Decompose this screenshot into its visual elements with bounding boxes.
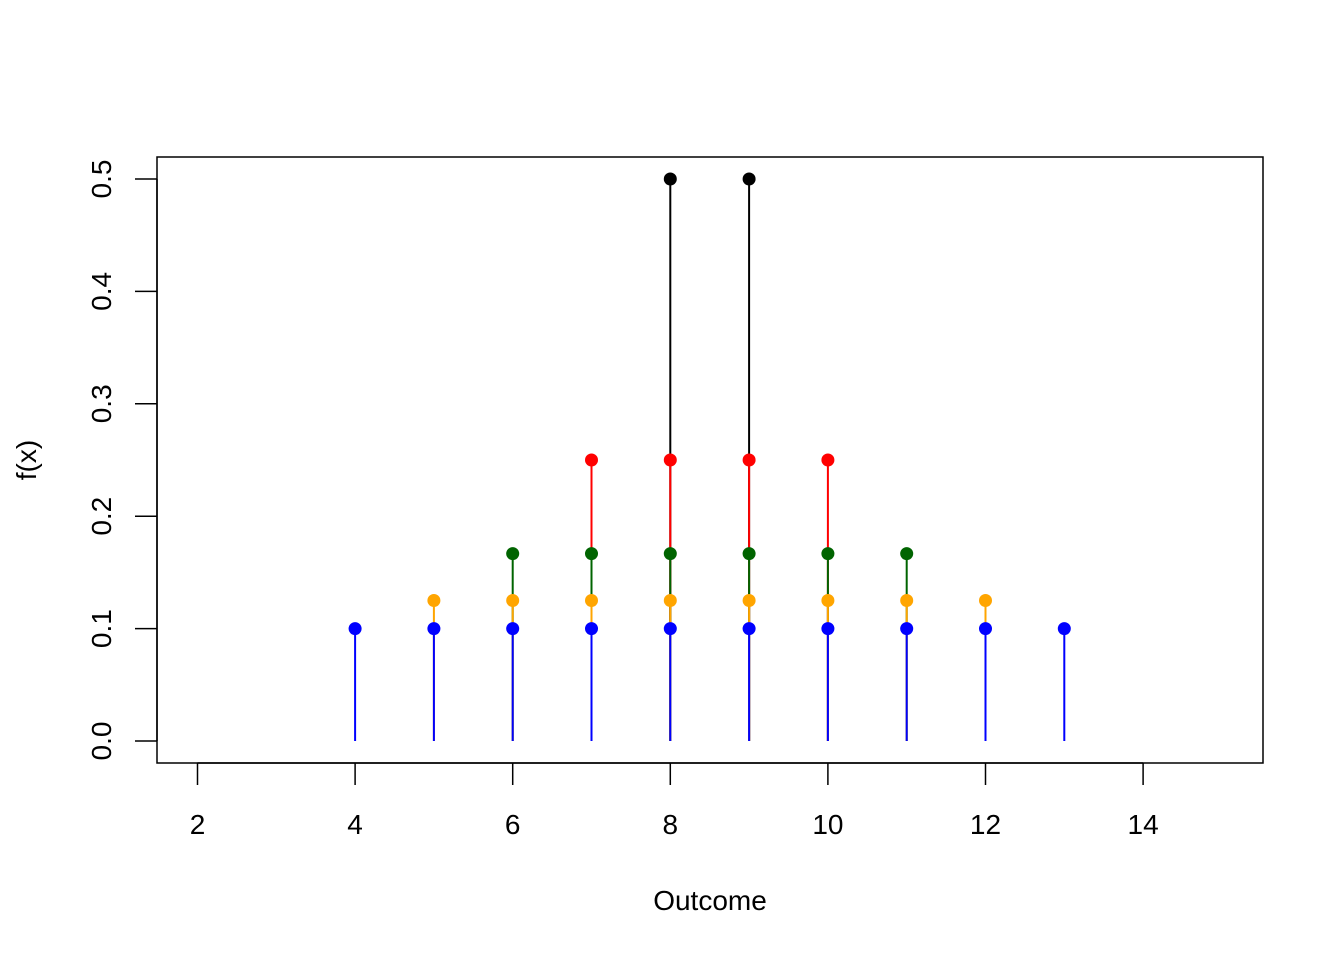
point-series-3-x-11 bbox=[900, 594, 914, 607]
point-series-3-x-7 bbox=[585, 594, 598, 607]
y-tick-label-3: 0.3 bbox=[86, 384, 117, 423]
x-tick-label-12: 12 bbox=[970, 809, 1001, 840]
y-tick-label-1: 0.1 bbox=[86, 609, 117, 648]
y-axis-title: f(x) bbox=[11, 440, 42, 480]
y-tick-label-0: 0.0 bbox=[86, 722, 117, 761]
point-series-4-x-7 bbox=[585, 622, 598, 636]
x-tick-label-14: 14 bbox=[1128, 809, 1159, 840]
points-layer bbox=[348, 172, 1071, 636]
stems-layer bbox=[354, 179, 1066, 741]
y-tick-label-2: 0.2 bbox=[86, 497, 117, 536]
point-series-4-x-13 bbox=[1057, 622, 1071, 636]
y-tick-label-5: 0.5 bbox=[86, 160, 117, 199]
point-series-3-x-9 bbox=[742, 594, 756, 607]
point-series-3-x-5 bbox=[427, 594, 441, 607]
y-axis: 0.0 0.1 0.2 0.3 0.4 0.5 bbox=[86, 160, 158, 761]
point-series-4-x-6 bbox=[506, 622, 520, 636]
point-series-1-x-7 bbox=[585, 453, 598, 467]
point-series-1-x-9 bbox=[742, 453, 756, 467]
x-tick-label-2: 2 bbox=[190, 809, 206, 840]
point-series-0-x-8 bbox=[663, 172, 677, 186]
x-axis-title: Outcome bbox=[653, 885, 767, 916]
point-series-2-x-10 bbox=[821, 547, 835, 561]
point-series-4-x-5 bbox=[427, 622, 441, 636]
point-series-0-x-9 bbox=[742, 172, 756, 186]
point-series-4-x-9 bbox=[742, 622, 756, 636]
point-series-4-x-10 bbox=[821, 622, 835, 636]
point-series-2-x-9 bbox=[742, 547, 756, 561]
point-series-4-x-12 bbox=[979, 622, 992, 636]
point-series-3-x-6 bbox=[506, 594, 520, 607]
point-series-4-x-8 bbox=[663, 622, 677, 636]
plot-frame bbox=[156, 156, 1264, 764]
point-series-1-x-8 bbox=[663, 453, 677, 467]
x-tick-label-6: 6 bbox=[505, 809, 521, 840]
point-series-2-x-7 bbox=[585, 547, 598, 561]
point-series-4-x-4 bbox=[348, 622, 362, 636]
x-tick-label-10: 10 bbox=[812, 809, 843, 840]
point-series-2-x-8 bbox=[663, 547, 677, 561]
x-tick-label-8: 8 bbox=[663, 809, 679, 840]
y-tick-label-4: 0.4 bbox=[86, 272, 117, 311]
point-series-3-x-10 bbox=[821, 594, 835, 607]
point-series-3-x-12 bbox=[979, 594, 992, 607]
point-series-2-x-6 bbox=[506, 547, 520, 561]
x-tick-label-4: 4 bbox=[347, 809, 363, 840]
x-axis: 2 4 6 8 10 12 14 bbox=[190, 762, 1159, 840]
point-series-1-x-10 bbox=[821, 453, 835, 467]
point-series-2-x-11 bbox=[900, 547, 914, 561]
point-series-4-x-11 bbox=[900, 622, 914, 636]
point-series-3-x-8 bbox=[663, 594, 677, 607]
